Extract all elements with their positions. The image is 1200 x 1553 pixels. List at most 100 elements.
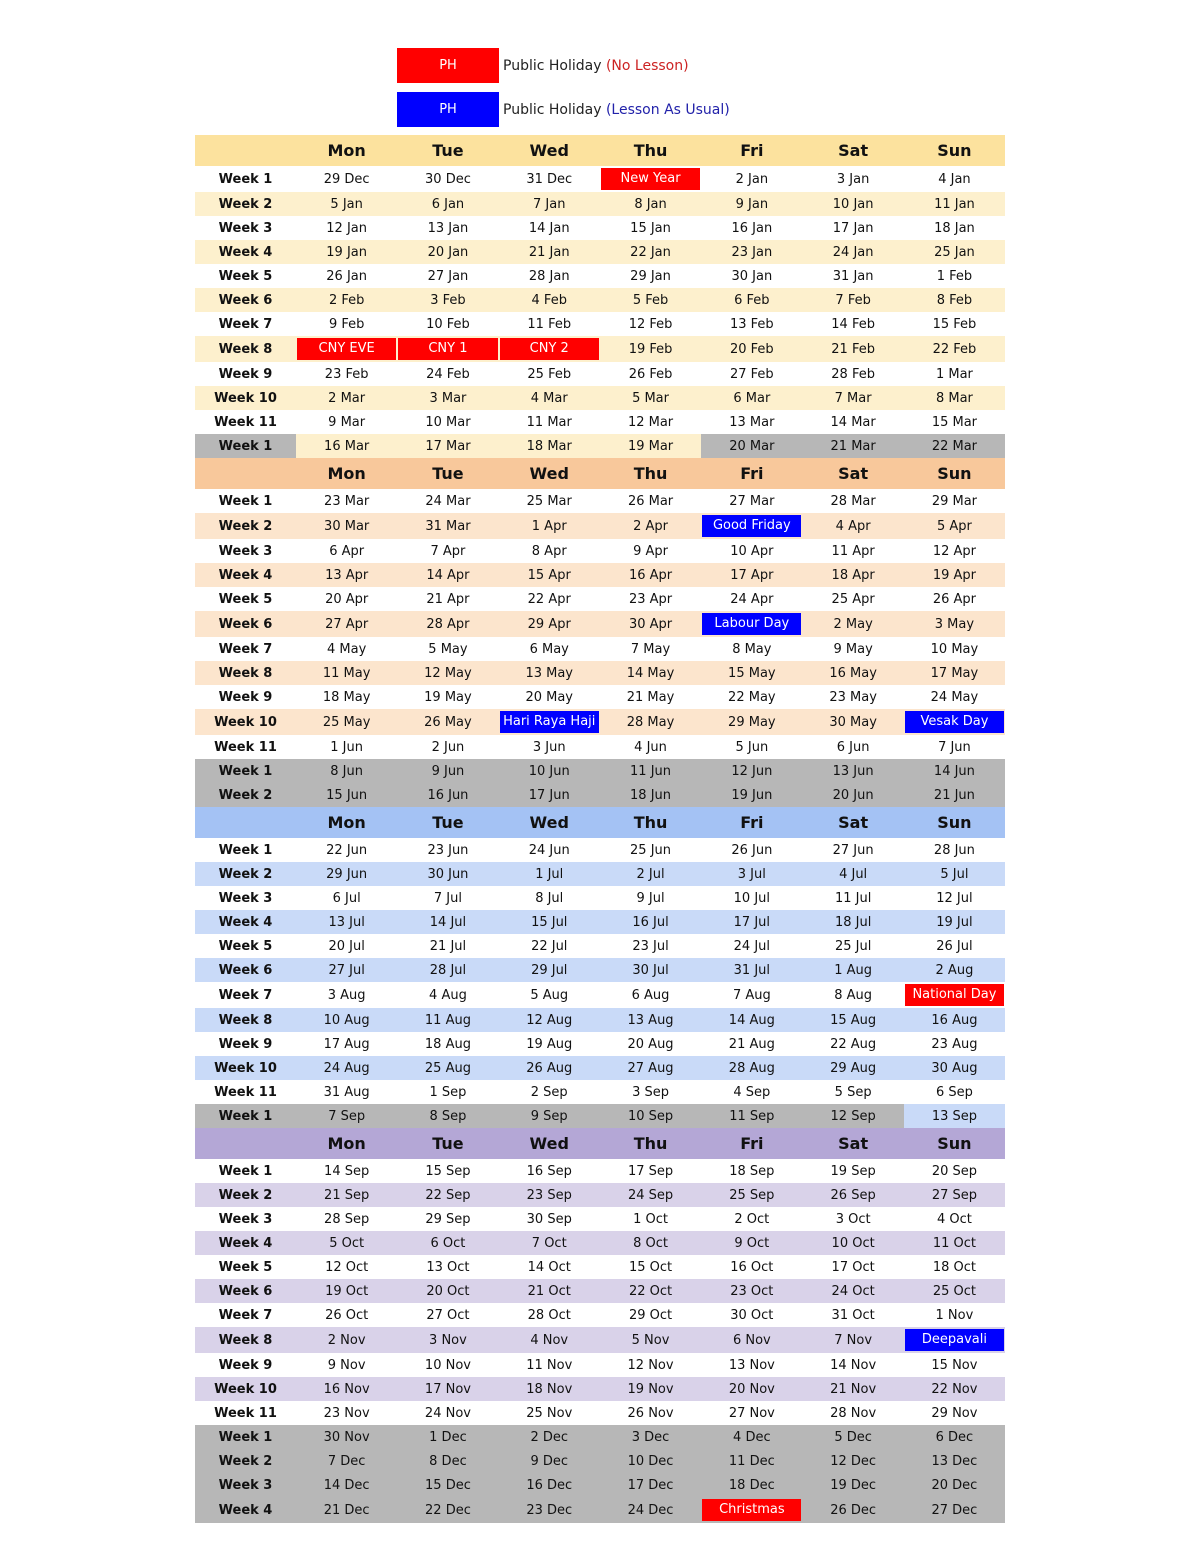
week-row: Week 1 30 Nov 1 Dec 2 Dec 3 Dec 4 Dec 5 Dec 6 D… (195, 1425, 1006, 1449)
date-cell: 25 Aug (397, 1056, 499, 1080)
date-cell: 19 Jul (903, 910, 1006, 934)
date-cell: 31 Dec (498, 166, 600, 192)
day-header-fri: Fri (740, 141, 764, 160)
date-cell: 13 Feb (701, 312, 803, 336)
date-cell: 20 Mar (701, 434, 803, 458)
date-cell: 2 Oct (701, 1207, 803, 1231)
date-cell: 10 Apr (701, 539, 803, 563)
date-cell: 15 Sep (397, 1159, 499, 1183)
date-cell: 26 Feb (599, 362, 702, 386)
date-cell: 14 Apr (397, 563, 499, 587)
date-cell: 27 Jun (802, 838, 904, 862)
week-label: Week 6 (195, 611, 296, 637)
date-cell: 7 Sep (296, 1104, 398, 1128)
date-cell: 7 Apr (397, 539, 499, 563)
day-header-fri: Fri (740, 1134, 764, 1153)
date-cell: 23 Oct (701, 1279, 803, 1303)
date-cell: 30 Mar (296, 513, 398, 539)
date-cell: 31 Jan (802, 264, 904, 288)
date-cell: 27 Feb (701, 362, 803, 386)
date-cell: 21 Jun (903, 783, 1006, 807)
day-header-sun: Sun (937, 813, 972, 832)
legend-blue-box: PH (397, 92, 499, 127)
date-cell: 30 Dec (397, 166, 499, 192)
week-label: Week 3 (195, 539, 296, 563)
date-cell: 20 Feb (701, 336, 803, 362)
date-cell: 5 Oct (296, 1231, 398, 1255)
week-label: Week 9 (195, 362, 296, 386)
week-row: Week 10 2 Mar 3 Mar 4 Mar 5 Mar 6 Mar 7 Mar 8 M… (195, 386, 1006, 410)
date-cell: 3 Jul (701, 862, 803, 886)
week-row: Week 7 26 Oct 27 Oct 28 Oct 29 Oct 30 Oct 31 O… (195, 1303, 1006, 1327)
term-calendar-table: Mon Tue Wed Thu Fri Sat Sun Week 1 29 Dec 30 Dec 3… (195, 135, 1006, 1523)
date-cell: 21 Dec (296, 1497, 398, 1523)
date-cell: 20 Jul (296, 934, 398, 958)
date-cell: 18 Jun (599, 783, 702, 807)
week-row: Week 11 1 Jun 2 Jun 3 Jun 4 Jun 5 Jun 6 Jun 7 J… (195, 735, 1006, 759)
week-label: Week 1 (195, 1425, 296, 1449)
week-row: Week 1 29 Dec 30 Dec 31 Dec New Year 2 Jan 3 J… (195, 166, 1006, 192)
date-cell: 12 Mar (599, 410, 702, 434)
week-label: Week 4 (195, 910, 296, 934)
week-row: Week 2 29 Jun 30 Jun 1 Jul 2 Jul 3 Jul 4 Jul 5 … (195, 862, 1006, 886)
date-cell: 12 Jul (903, 886, 1006, 910)
date-cell: 5 Apr (903, 513, 1006, 539)
date-cell: 19 May (397, 685, 499, 709)
date-cell: 9 Sep (498, 1104, 600, 1128)
week-row: Week 10 16 Nov 17 Nov 18 Nov 19 Nov 20 Nov 21 … (195, 1377, 1006, 1401)
date-cell: 13 Mar (701, 410, 803, 434)
date-cell: 12 Jun (701, 759, 803, 783)
date-cell: 26 Aug (498, 1056, 600, 1080)
date-cell: 5 May (397, 637, 499, 661)
date-cell: 14 Jan (498, 216, 600, 240)
holiday-cell: Labour Day (701, 611, 803, 637)
date-cell: 10 Jul (701, 886, 803, 910)
legend-text: Public Holiday (No Lesson) (503, 58, 689, 74)
date-cell: 14 Oct (498, 1255, 600, 1279)
week-label: Week 3 (195, 1207, 296, 1231)
date-cell: 4 Jan (903, 166, 1006, 192)
date-cell: 5 Jun (701, 735, 803, 759)
date-cell: 10 Dec (599, 1449, 702, 1473)
date-cell: 27 Mar (701, 489, 803, 513)
date-cell: 28 Feb (802, 362, 904, 386)
date-cell: 22 Dec (397, 1497, 499, 1523)
date-cell: 24 Dec (599, 1497, 702, 1523)
date-cell: 2 Jul (599, 862, 702, 886)
holiday-cell: Hari Raya Haji (498, 709, 600, 735)
date-cell: 22 Apr (498, 587, 600, 611)
date-cell: 21 Nov (802, 1377, 904, 1401)
date-cell: 9 Jul (599, 886, 702, 910)
week-label: Week 4 (195, 1497, 296, 1523)
date-cell: 29 Jun (296, 862, 398, 886)
week-label: Week 8 (195, 336, 296, 362)
date-cell: 24 Jun (498, 838, 600, 862)
holiday-cell: CNY EVE (296, 336, 398, 362)
week-label: Week 5 (195, 1255, 296, 1279)
date-cell: 16 Jan (701, 216, 803, 240)
day-header-mon: Mon (327, 813, 366, 832)
date-cell: 31 Oct (802, 1303, 904, 1327)
holiday-label: CNY 2 (499, 338, 599, 360)
day-header-sat: Sat (838, 464, 869, 483)
date-cell: 23 Jun (397, 838, 499, 862)
week-label: Week 4 (195, 563, 296, 587)
date-cell: 2 Apr (599, 513, 702, 539)
date-cell: 10 Jan (802, 192, 904, 216)
date-cell: 5 Aug (498, 982, 600, 1008)
date-cell: 4 May (296, 637, 398, 661)
date-cell: 24 Feb (397, 362, 499, 386)
date-cell: 1 Mar (903, 362, 1006, 386)
date-cell: 2 May (802, 611, 904, 637)
date-cell: 21 Aug (701, 1032, 803, 1056)
date-cell: 21 Mar (802, 434, 904, 458)
date-cell: 18 Apr (802, 563, 904, 587)
date-cell: 30 Nov (296, 1425, 398, 1449)
week-label: Week 11 (195, 1401, 296, 1425)
day-header-tue: Tue (432, 1134, 464, 1153)
date-cell: 21 Sep (296, 1183, 398, 1207)
date-cell: 10 Oct (802, 1231, 904, 1255)
date-cell: 17 Dec (599, 1473, 702, 1497)
day-header-tue: Tue (432, 141, 464, 160)
